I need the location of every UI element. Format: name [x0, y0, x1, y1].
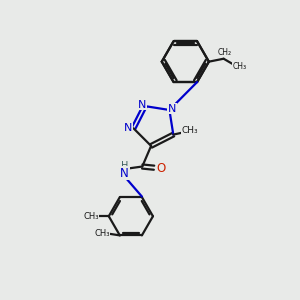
Text: N: N	[138, 100, 147, 110]
Text: CH₃: CH₃	[182, 126, 198, 135]
Text: N: N	[124, 123, 132, 133]
Text: CH₃: CH₃	[94, 229, 110, 238]
Text: CH₃: CH₃	[232, 62, 246, 71]
Text: N: N	[120, 167, 129, 179]
Text: O: O	[157, 162, 166, 175]
Text: CH₃: CH₃	[83, 212, 99, 221]
Text: N: N	[168, 103, 176, 113]
Text: H: H	[121, 161, 128, 171]
Text: CH₂: CH₂	[217, 48, 231, 57]
